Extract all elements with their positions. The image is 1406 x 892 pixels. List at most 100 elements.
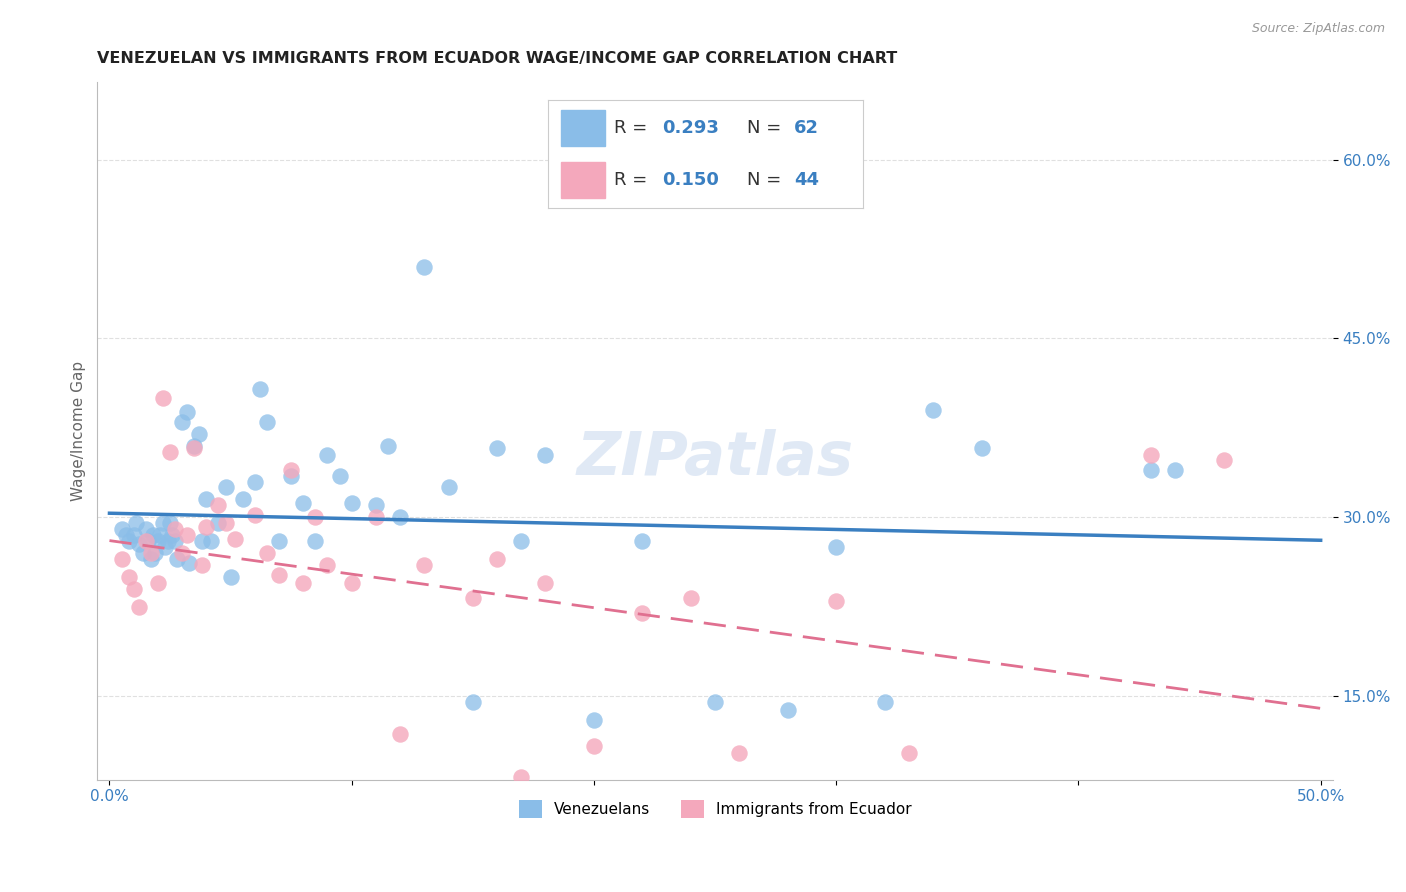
- Point: [249, 382, 271, 396]
- Point: [267, 567, 290, 582]
- Point: [292, 496, 315, 510]
- Point: [510, 534, 533, 549]
- Point: [179, 556, 201, 570]
- Point: [582, 739, 605, 754]
- Point: [304, 510, 326, 524]
- Point: [139, 552, 162, 566]
- Point: [135, 534, 157, 549]
- Point: [329, 468, 352, 483]
- Point: [1309, 797, 1331, 811]
- Point: [110, 522, 132, 536]
- Point: [232, 492, 254, 507]
- Point: [176, 405, 198, 419]
- Point: [159, 444, 181, 458]
- Point: [122, 582, 145, 596]
- Point: [631, 606, 654, 620]
- Point: [704, 695, 727, 709]
- Point: [190, 534, 212, 549]
- Point: [142, 528, 165, 542]
- Point: [224, 532, 246, 546]
- Point: [534, 575, 557, 590]
- Point: [413, 260, 436, 274]
- Point: [728, 747, 751, 761]
- Point: [1140, 448, 1163, 462]
- Point: [377, 439, 399, 453]
- Point: [128, 599, 150, 614]
- Point: [156, 534, 179, 549]
- Point: [389, 727, 412, 741]
- Point: [128, 536, 150, 550]
- Point: [486, 441, 509, 455]
- Point: [153, 540, 176, 554]
- Point: [163, 534, 186, 549]
- Point: [510, 770, 533, 784]
- Point: [172, 546, 194, 560]
- Text: ZIPatlas: ZIPatlas: [576, 429, 853, 488]
- Point: [437, 784, 460, 798]
- Point: [679, 591, 702, 606]
- Point: [970, 441, 993, 455]
- Point: [159, 516, 181, 531]
- Point: [146, 534, 169, 549]
- Point: [292, 575, 315, 590]
- Point: [631, 534, 654, 549]
- Point: [162, 528, 184, 542]
- Point: [1140, 462, 1163, 476]
- Point: [825, 594, 848, 608]
- Point: [145, 546, 167, 560]
- Point: [110, 552, 132, 566]
- Point: [243, 508, 266, 522]
- Legend: Venezuelans, Immigrants from Ecuador: Venezuelans, Immigrants from Ecuador: [513, 793, 918, 824]
- Point: [461, 695, 484, 709]
- Text: VENEZUELAN VS IMMIGRANTS FROM ECUADOR WAGE/INCOME GAP CORRELATION CHART: VENEZUELAN VS IMMIGRANTS FROM ECUADOR WA…: [97, 51, 897, 66]
- Point: [946, 790, 969, 805]
- Point: [461, 591, 484, 606]
- Point: [256, 546, 278, 560]
- Point: [243, 475, 266, 489]
- Point: [152, 516, 174, 531]
- Point: [922, 403, 945, 417]
- Point: [215, 516, 238, 531]
- Point: [190, 558, 212, 572]
- Point: [1212, 453, 1234, 467]
- Point: [183, 441, 205, 455]
- Text: Source: ZipAtlas.com: Source: ZipAtlas.com: [1251, 22, 1385, 36]
- Point: [486, 552, 509, 566]
- Point: [534, 448, 557, 462]
- Point: [316, 558, 339, 572]
- Point: [1164, 462, 1187, 476]
- Point: [200, 534, 222, 549]
- Point: [256, 415, 278, 429]
- Point: [132, 546, 155, 560]
- Point: [413, 558, 436, 572]
- Point: [149, 528, 172, 542]
- Point: [825, 540, 848, 554]
- Point: [364, 510, 387, 524]
- Point: [873, 695, 896, 709]
- Point: [115, 528, 138, 542]
- Point: [304, 534, 326, 549]
- Point: [152, 391, 174, 405]
- Point: [146, 575, 169, 590]
- Point: [118, 570, 141, 584]
- Point: [776, 703, 799, 717]
- Point: [188, 426, 211, 441]
- Point: [195, 492, 218, 507]
- Point: [207, 499, 229, 513]
- Point: [207, 516, 229, 531]
- Point: [340, 575, 363, 590]
- Point: [582, 713, 605, 727]
- Point: [280, 462, 302, 476]
- Point: [437, 481, 460, 495]
- Point: [267, 534, 290, 549]
- Point: [183, 439, 205, 453]
- Point: [125, 516, 148, 531]
- Point: [118, 534, 141, 549]
- Point: [166, 552, 188, 566]
- Point: [364, 499, 387, 513]
- Point: [172, 415, 194, 429]
- Point: [389, 510, 412, 524]
- Point: [122, 528, 145, 542]
- Point: [280, 468, 302, 483]
- Point: [136, 534, 159, 549]
